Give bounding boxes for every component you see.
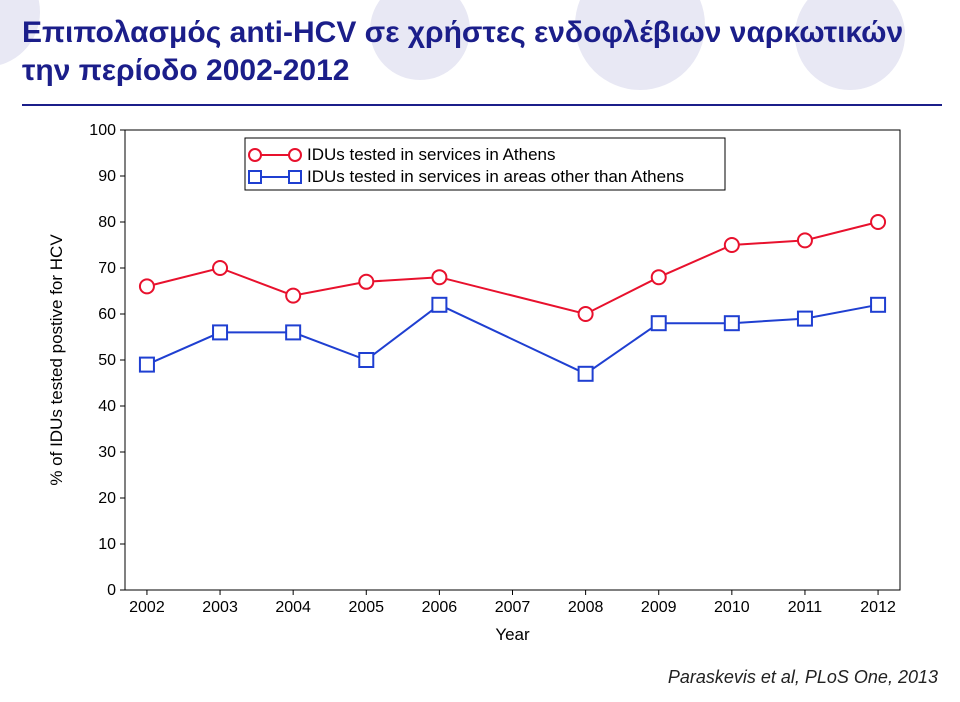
svg-text:IDUs tested in services in Ath: IDUs tested in services in Athens	[307, 145, 556, 164]
svg-text:2008: 2008	[568, 599, 604, 616]
svg-text:Year: Year	[495, 625, 530, 644]
svg-text:2009: 2009	[641, 599, 677, 616]
hcv-chart: 0 10 20 30 40 50 60 70 80 90 100 2002 2003 2004 2005 20…	[40, 120, 920, 650]
svg-text:2012: 2012	[860, 599, 896, 616]
title-rule	[22, 104, 942, 106]
svg-text:2004: 2004	[275, 599, 311, 616]
svg-text:90: 90	[98, 168, 116, 185]
page-title: Επιπολασμός anti-HCV σε χρήστες ενδοφλέβ…	[22, 14, 940, 89]
svg-text:2010: 2010	[714, 599, 750, 616]
svg-text:2006: 2006	[422, 599, 458, 616]
svg-text:% of IDUs tested postive for H: % of IDUs tested postive for HCV	[47, 234, 66, 486]
svg-text:2011: 2011	[788, 599, 823, 616]
svg-text:2007: 2007	[495, 599, 531, 616]
svg-text:30: 30	[98, 444, 116, 461]
svg-text:40: 40	[98, 398, 116, 415]
citation: Paraskevis et al, PLoS One, 2013	[668, 667, 938, 688]
svg-text:10: 10	[98, 536, 116, 553]
svg-text:IDUs tested in services in are: IDUs tested in services in areas other t…	[307, 167, 684, 186]
svg-text:50: 50	[98, 352, 116, 369]
svg-text:80: 80	[98, 214, 116, 231]
svg-text:70: 70	[98, 260, 116, 277]
svg-text:2005: 2005	[348, 599, 384, 616]
svg-text:20: 20	[98, 490, 116, 507]
svg-text:100: 100	[89, 122, 116, 139]
chart-svg: 0 10 20 30 40 50 60 70 80 90 100 2002 2003 2004 2005 20…	[40, 120, 920, 650]
svg-text:0: 0	[107, 582, 116, 599]
svg-text:2002: 2002	[129, 599, 165, 616]
svg-text:60: 60	[98, 306, 116, 323]
svg-text:2003: 2003	[202, 599, 238, 616]
title-wrap: Επιπολασμός anti-HCV σε χρήστες ενδοφλέβ…	[22, 14, 940, 89]
